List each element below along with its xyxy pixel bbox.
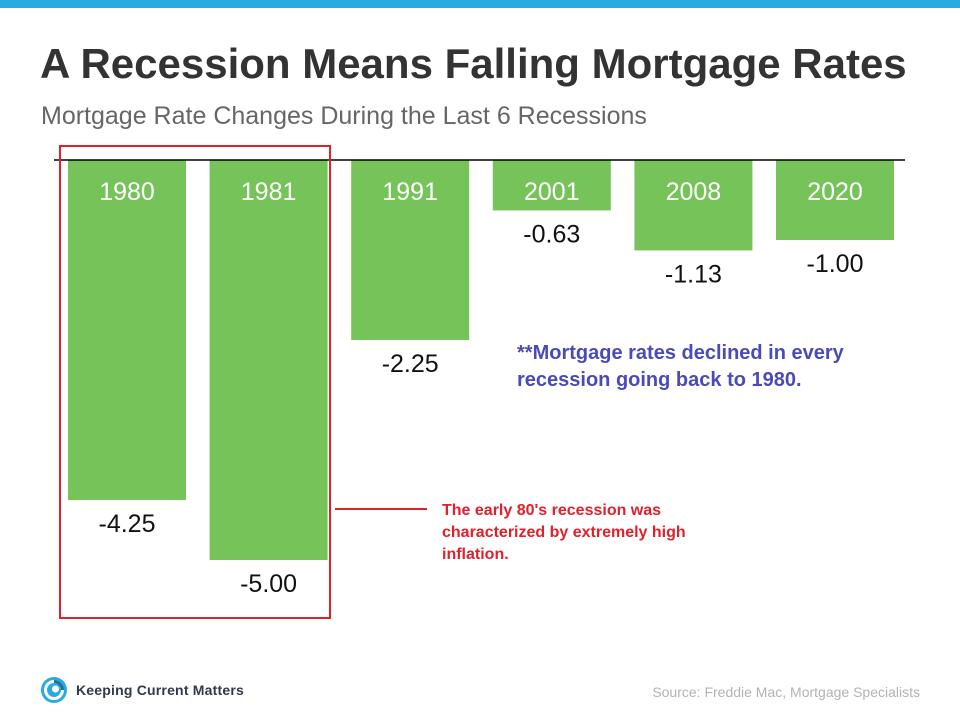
bar-1981 <box>209 160 328 560</box>
bar-1991 <box>351 160 470 340</box>
source-note: Source: Freddie Mac, Mortgage Specialist… <box>652 684 920 700</box>
logo-text: Keeping Current Matters <box>76 682 244 698</box>
decline-callout: **Mortgage rates declined in every reces… <box>517 342 844 391</box>
value-label-2001: -0.63 <box>523 220 580 248</box>
value-label-2020: -1.00 <box>807 250 864 278</box>
value-label-1981: -5.00 <box>240 570 297 598</box>
kcm-swirl-icon <box>41 677 67 703</box>
category-label-2020: 2020 <box>807 178 863 206</box>
value-label-1991: -2.25 <box>382 350 439 378</box>
brand-logo: Keeping Current Matters <box>40 676 244 704</box>
value-label-2008: -1.13 <box>665 260 722 288</box>
page-title: A Recession Means Falling Mortgage Rates <box>40 40 907 87</box>
category-label-2008: 2008 <box>666 178 722 206</box>
top-accent-bar <box>0 0 960 8</box>
page-subtitle: Mortgage Rate Changes During the Last 6 … <box>41 102 647 130</box>
category-label-2001: 2001 <box>524 178 580 206</box>
bar-2020 <box>776 160 894 240</box>
inflation-note: The early 80's recession was characteriz… <box>442 502 686 563</box>
bar-2001 <box>492 160 611 211</box>
bar-chart: 1980 -4.25 1981 -5.00 1991 -2.25 2001 -0.63 2008… <box>54 159 905 598</box>
highlight-box-early-80s <box>59 145 331 619</box>
bar-2008 <box>634 160 753 251</box>
category-label-1991: 1991 <box>382 178 438 206</box>
value-label-1980: -4.25 <box>99 510 156 538</box>
bar-1980 <box>68 160 186 500</box>
category-label-1980: 1980 <box>99 178 155 206</box>
category-label-1981: 1981 <box>241 178 297 206</box>
highlight-connector-line <box>335 508 427 510</box>
